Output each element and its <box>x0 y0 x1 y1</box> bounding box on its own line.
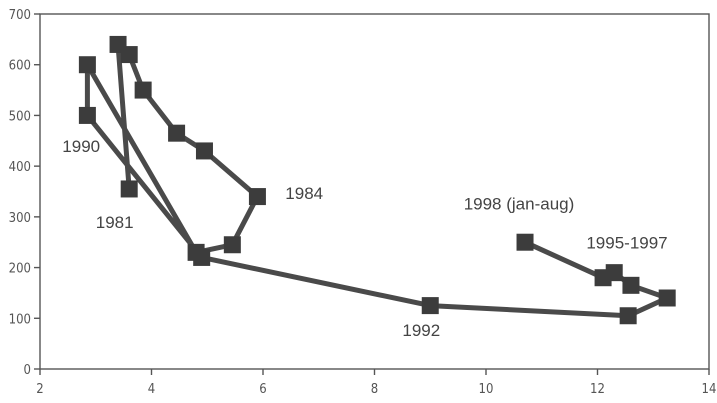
data-point <box>193 248 211 266</box>
x-tick-label: 6 <box>259 382 266 397</box>
data-point <box>195 142 213 160</box>
data-point <box>516 233 534 251</box>
data-point <box>619 307 637 325</box>
x-tick-label: 2 <box>36 382 43 397</box>
y-tick-label: 0 <box>24 363 31 378</box>
data-point <box>120 46 138 64</box>
y-tick-label: 100 <box>9 312 31 327</box>
x-tick-label: 4 <box>148 382 155 397</box>
data-point <box>421 297 439 315</box>
x-tick-label: 12 <box>590 382 605 397</box>
year-annotation: 1981 <box>96 213 134 232</box>
data-point <box>594 269 612 287</box>
data-point <box>248 188 266 206</box>
x-tick-label: 14 <box>702 382 717 397</box>
data-point <box>223 236 241 254</box>
data-point <box>168 124 186 142</box>
y-tick-label: 300 <box>9 211 31 226</box>
y-tick-label: 500 <box>9 109 31 124</box>
series-line <box>84 41 670 319</box>
y-tick-label: 600 <box>9 59 31 74</box>
x-tick-label: 10 <box>479 382 494 397</box>
year-annotation: 1990 <box>62 137 100 156</box>
year-annotation: 1984 <box>285 184 323 203</box>
y-tick-label: 400 <box>9 160 31 175</box>
data-point <box>134 81 152 99</box>
data-point <box>120 180 138 198</box>
data-point <box>78 56 96 74</box>
year-annotation: 1995-1997 <box>586 233 667 252</box>
data-point <box>658 289 676 307</box>
y-tick-label: 700 <box>9 8 31 23</box>
data-point <box>78 106 96 124</box>
year-annotation: 1998 (jan-aug) <box>464 194 575 213</box>
x-tick-label: 8 <box>371 382 378 397</box>
data-point <box>622 276 640 294</box>
y-tick-label: 200 <box>9 262 31 277</box>
year-annotation: 1992 <box>402 321 440 340</box>
